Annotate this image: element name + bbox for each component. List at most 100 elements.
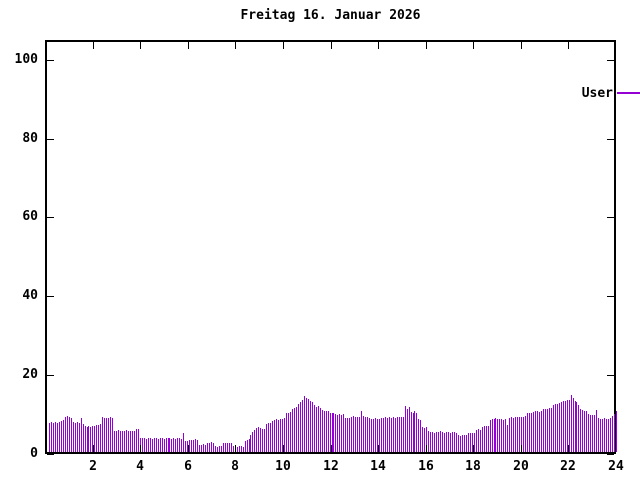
impulse-bar <box>440 431 441 452</box>
impulse-bar <box>335 414 336 452</box>
impulse-bar <box>171 439 172 452</box>
impulse-bar <box>381 418 382 452</box>
impulse-bar <box>67 416 68 452</box>
x-tick-mark <box>235 42 236 49</box>
impulse-bar <box>531 413 532 452</box>
impulse-bar <box>582 410 583 452</box>
impulse-bar <box>120 431 121 452</box>
impulse-bar <box>187 441 188 452</box>
impulse-bar <box>586 411 587 452</box>
impulse-bar <box>254 430 255 452</box>
impulse-bar <box>65 417 66 452</box>
x-axis-tick-label: 6 <box>184 459 192 474</box>
x-tick-mark <box>426 445 427 452</box>
impulse-bar <box>69 417 70 452</box>
impulse-bar <box>567 400 568 452</box>
impulse-bar <box>588 414 589 452</box>
x-axis-tick-label: 20 <box>513 459 529 474</box>
impulse-bar <box>239 446 240 452</box>
x-tick-mark <box>140 445 141 452</box>
impulse-bar <box>592 415 593 452</box>
impulse-bar <box>365 417 366 452</box>
impulse-bar <box>383 418 384 452</box>
impulse-bar <box>345 418 346 452</box>
x-tick-mark <box>93 42 94 49</box>
y-tick-mark <box>47 296 54 297</box>
impulse-bar <box>375 418 376 452</box>
impulse-bar <box>112 418 113 452</box>
impulse-bar <box>349 418 350 452</box>
impulse-bar <box>482 427 483 452</box>
impulse-bar <box>306 398 307 452</box>
impulse-bar <box>330 413 331 452</box>
x-tick-mark <box>615 445 616 452</box>
impulse-bar <box>57 423 58 452</box>
impulse-bar <box>322 410 323 452</box>
impulse-bar <box>571 395 572 452</box>
impulse-bar <box>545 409 546 452</box>
impulse-bar <box>379 419 380 452</box>
impulse-bar <box>179 438 180 452</box>
impulse-bar <box>580 409 581 452</box>
impulse-bar <box>266 424 267 452</box>
impulse-bar <box>164 439 165 452</box>
impulse-bar <box>158 439 159 452</box>
impulse-bar <box>616 411 617 452</box>
impulse-bar <box>492 419 493 452</box>
impulse-bar <box>575 401 576 452</box>
impulse-bar <box>594 415 595 452</box>
impulse-bar <box>401 417 402 452</box>
impulse-bar <box>343 414 344 452</box>
impulse-bar <box>227 443 228 452</box>
impulse-bar <box>160 438 161 452</box>
impulse-bar <box>304 396 305 452</box>
impulse-bar <box>486 426 487 452</box>
impulse-bar <box>339 414 340 452</box>
impulse-bar <box>152 439 153 452</box>
impulse-bar <box>252 432 253 452</box>
impulse-bar <box>219 446 220 452</box>
impulse-bar <box>405 406 406 452</box>
impulse-bar <box>533 412 534 452</box>
impulse-bar <box>547 409 548 452</box>
impulse-bar <box>387 418 388 452</box>
x-axis-tick-label: 10 <box>275 459 291 474</box>
impulse-bar <box>395 418 396 452</box>
impulse-bar <box>446 432 447 452</box>
impulse-bar <box>201 445 202 452</box>
impulse-bar <box>207 443 208 452</box>
impulse-bar <box>527 413 528 452</box>
impulse-bar <box>353 416 354 452</box>
x-tick-mark <box>378 445 379 452</box>
impulse-bar <box>351 417 352 452</box>
impulse-bar <box>262 429 263 452</box>
impulse-bar <box>169 438 170 452</box>
x-tick-mark <box>140 42 141 49</box>
impulse-bar <box>432 432 433 452</box>
y-tick-mark <box>47 375 54 376</box>
impulse-bar <box>314 405 315 452</box>
x-axis-tick-label: 4 <box>136 459 144 474</box>
impulse-bar <box>302 400 303 452</box>
y-tick-mark <box>47 60 54 61</box>
impulse-bar <box>150 438 151 452</box>
impulse-bar <box>470 433 471 452</box>
chart-title: Freitag 16. Januar 2026 <box>240 8 421 23</box>
x-tick-mark <box>331 42 332 49</box>
legend: User <box>547 87 640 100</box>
impulse-bar <box>369 418 370 452</box>
impulse-bar <box>614 414 615 452</box>
impulse-bar <box>193 440 194 452</box>
impulse-bar <box>448 432 449 452</box>
impulse-bar <box>444 433 445 452</box>
y-axis-tick-label: 0 <box>30 446 38 461</box>
impulse-bar <box>88 426 89 452</box>
impulse-bar <box>426 427 427 452</box>
impulse-bar <box>268 423 269 452</box>
x-tick-mark <box>331 445 332 452</box>
impulse-bar <box>132 431 133 452</box>
impulse-bar <box>456 433 457 452</box>
impulse-bar <box>393 417 394 452</box>
impulse-bar <box>110 417 111 452</box>
impulse-bar <box>209 443 210 452</box>
